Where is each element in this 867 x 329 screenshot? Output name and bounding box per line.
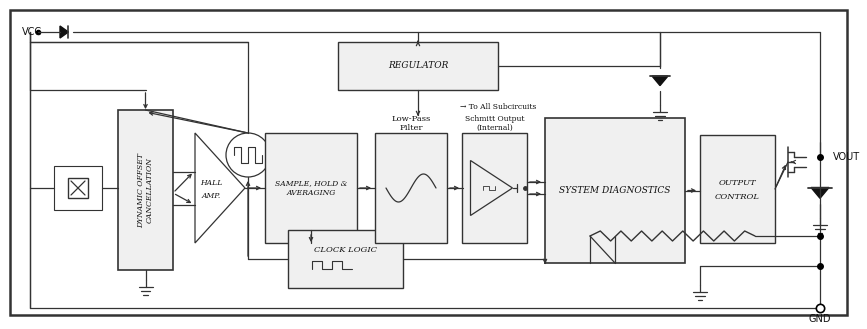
Bar	[338, 42, 498, 90]
Bar	[118, 110, 173, 270]
Text: DYNAMIC OFFSET
CANCELLATION: DYNAMIC OFFSET CANCELLATION	[137, 153, 154, 227]
Text: VOUT: VOUT	[833, 152, 860, 162]
Text: Filter: Filter	[399, 124, 423, 132]
Text: CONTROL: CONTROL	[715, 193, 760, 201]
Bar	[68, 178, 88, 198]
Bar	[288, 230, 403, 288]
Bar	[54, 166, 102, 210]
Text: Low-Pass: Low-Pass	[391, 115, 431, 123]
Polygon shape	[652, 76, 668, 86]
Text: → To All Subcircuits: → To All Subcircuits	[460, 103, 537, 111]
Text: GND: GND	[809, 314, 831, 324]
Text: (Internal): (Internal)	[476, 124, 513, 132]
Text: SYSTEM DIAGNOSTICS: SYSTEM DIAGNOSTICS	[559, 186, 671, 195]
Polygon shape	[811, 188, 829, 198]
Text: AMP.: AMP.	[201, 192, 220, 200]
Text: CLOCK LOGIC: CLOCK LOGIC	[314, 246, 377, 254]
Polygon shape	[60, 26, 68, 38]
Text: OUTPUT: OUTPUT	[719, 179, 756, 187]
Text: HALL: HALL	[199, 179, 222, 187]
Text: Schmitt Output: Schmitt Output	[465, 115, 525, 123]
Text: VCC: VCC	[22, 27, 42, 37]
Bar	[700, 135, 775, 243]
Text: REGULATOR: REGULATOR	[388, 62, 448, 70]
Text: SAMPLE, HOLD &
AVERAGING: SAMPLE, HOLD & AVERAGING	[275, 179, 347, 197]
Bar	[462, 133, 527, 243]
Bar	[265, 133, 357, 243]
Bar	[545, 118, 685, 263]
Bar	[375, 133, 447, 243]
